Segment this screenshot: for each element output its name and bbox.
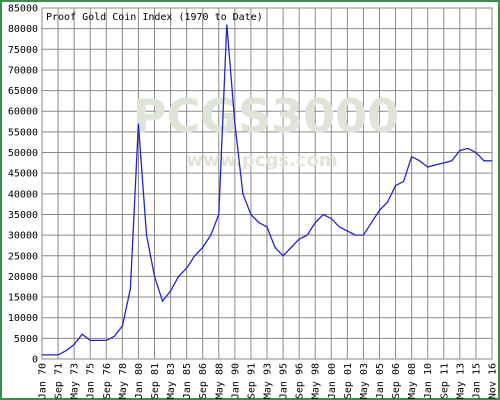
- x-tick-label: Sep 01: [343, 363, 354, 399]
- x-tick-label: Sep 06: [391, 363, 402, 399]
- y-tick-label: 30000: [8, 231, 38, 242]
- y-tick-label: 50000: [8, 148, 38, 159]
- x-tick-label: Jan 80: [134, 363, 145, 399]
- x-tick-label: Jan 95: [279, 363, 290, 399]
- y-tick-label: 40000: [8, 189, 38, 200]
- x-tick-label: Jan 90: [230, 363, 241, 399]
- data-line: [42, 24, 492, 356]
- y-tick-label: 15000: [8, 293, 38, 304]
- y-tick-label: 85000: [8, 4, 38, 15]
- chart-title: Proof Gold Coin Index (1970 to Date): [46, 12, 263, 23]
- y-tick-label: 20000: [8, 272, 38, 283]
- x-tick-label: Jan 15: [471, 363, 482, 399]
- x-tick-label: May 88: [214, 363, 225, 399]
- x-tick-label: May 73: [70, 363, 81, 399]
- x-tick-label: Sep 76: [102, 363, 113, 399]
- y-tick-label: 0: [32, 355, 38, 366]
- y-tick-label: 10000: [8, 313, 38, 324]
- y-tick-label: 65000: [8, 86, 38, 97]
- x-tick-label: Sep 86: [198, 363, 209, 399]
- y-tick-label: 5000: [14, 334, 38, 345]
- y-tick-label: 35000: [8, 210, 38, 221]
- x-tick-label: Sep 96: [295, 363, 306, 399]
- x-tick-label: May 78: [118, 363, 129, 399]
- watermark: PCGS3000: [133, 89, 399, 143]
- x-tick-label: May 93: [263, 363, 274, 399]
- y-tick-label: 75000: [8, 45, 38, 56]
- x-tick-label: Jan 70: [38, 363, 49, 399]
- y-tick-label: 25000: [8, 251, 38, 262]
- y-tick-label: 60000: [8, 107, 38, 118]
- y-tick-label: 70000: [8, 65, 38, 76]
- x-tick-label: Jan 00: [327, 363, 338, 399]
- x-tick-label: May 13: [455, 363, 466, 399]
- x-tick-label: Jan 10: [423, 363, 434, 399]
- y-tick-label: 80000: [8, 24, 38, 35]
- y-tick-label: 55000: [8, 127, 38, 138]
- x-tick-label: May 98: [311, 363, 322, 399]
- y-tick-label: 45000: [8, 169, 38, 180]
- x-tick-label: Jan 05: [375, 363, 386, 399]
- x-tick-label: Sep 81: [150, 363, 161, 399]
- x-tick-label: May 08: [407, 363, 418, 399]
- watermark-url: www.pcgs.com: [186, 150, 337, 171]
- x-tick-label: May 83: [166, 363, 177, 399]
- x-tick-label: Sep 71: [54, 363, 65, 399]
- x-tick-label: May 03: [359, 363, 370, 399]
- x-tick-label: Sep 91: [246, 363, 257, 399]
- x-tick-label: Nov 16: [488, 363, 499, 399]
- x-tick-label: Jan 85: [182, 363, 193, 399]
- x-tick-label: Jan 75: [86, 363, 97, 399]
- x-tick-label: Sep 11: [439, 363, 450, 399]
